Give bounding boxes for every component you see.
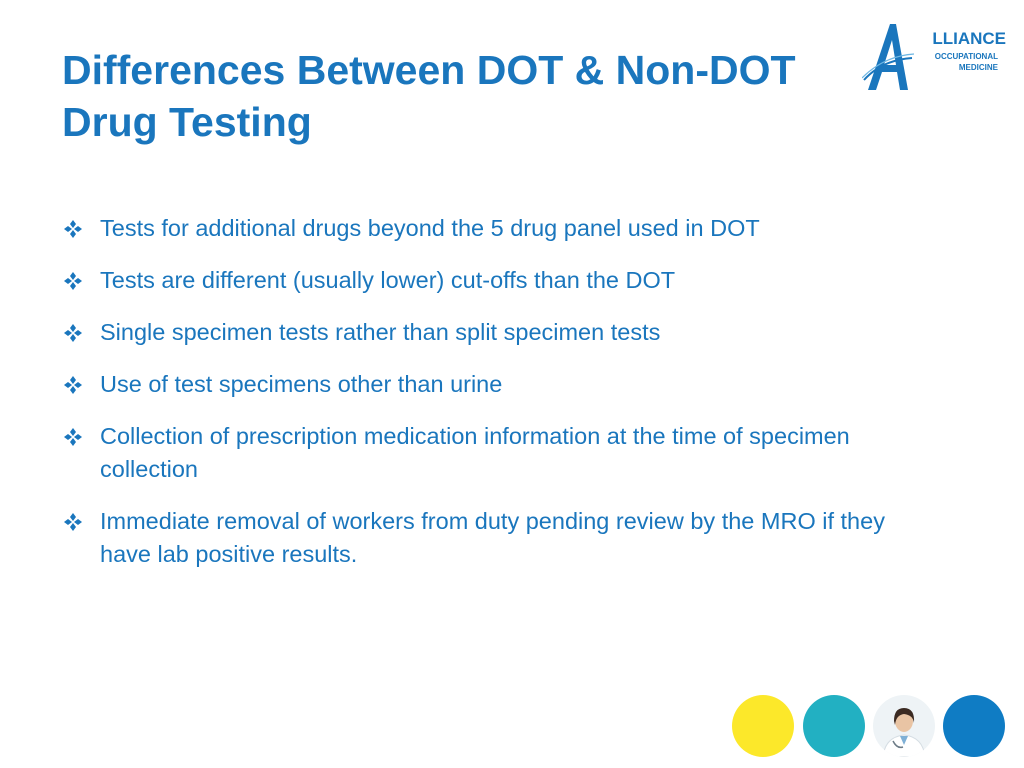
diamond-quad-icon bbox=[64, 420, 100, 453]
doctor-icon bbox=[873, 695, 935, 757]
bullet-text: Tests for additional drugs beyond the 5 … bbox=[100, 215, 760, 241]
bullet-item: Tests are different (usually lower) cut-… bbox=[64, 264, 924, 297]
logo-subtitle-medicine: MEDICINE bbox=[958, 63, 998, 72]
bullet-text: Tests are different (usually lower) cut-… bbox=[100, 267, 676, 293]
diamond-quad-icon bbox=[64, 316, 100, 349]
doctor-photo-circle bbox=[873, 695, 935, 757]
bullet-item: Immediate removal of workers from duty p… bbox=[64, 505, 924, 571]
blue-circle bbox=[943, 695, 1005, 757]
logo-wordmark: LLIANCE bbox=[932, 29, 1006, 48]
alliance-a-icon bbox=[862, 24, 915, 90]
logo-subtitle-occupational: OCCUPATIONAL bbox=[934, 52, 998, 61]
bullet-list: Tests for additional drugs beyond the 5 … bbox=[64, 212, 924, 590]
bullet-item: Use of test specimens other than urine bbox=[64, 368, 924, 401]
bullet-item: Collection of prescription medication in… bbox=[64, 420, 924, 486]
yellow-circle bbox=[732, 695, 794, 757]
bullet-text: Single specimen tests rather than split … bbox=[100, 319, 661, 345]
slide-title: Differences Between DOT & Non-DOT Drug T… bbox=[62, 44, 882, 148]
diamond-quad-icon bbox=[64, 264, 100, 297]
diamond-quad-icon bbox=[64, 368, 100, 401]
diamond-quad-icon bbox=[64, 505, 100, 538]
bullet-text: Use of test specimens other than urine bbox=[100, 371, 503, 397]
bullet-item: Tests for additional drugs beyond the 5 … bbox=[64, 212, 924, 245]
diamond-quad-icon bbox=[64, 212, 100, 245]
title-line-2: Drug Testing bbox=[62, 99, 312, 145]
title-line-1: Differences Between DOT & Non-DOT bbox=[62, 47, 796, 93]
teal-circle bbox=[803, 695, 865, 757]
alliance-logo: LLIANCE OCCUPATIONAL MEDICINE bbox=[862, 20, 1012, 100]
bullet-item: Single specimen tests rather than split … bbox=[64, 316, 924, 349]
bullet-text: Immediate removal of workers from duty p… bbox=[100, 508, 885, 567]
bullet-text: Collection of prescription medication in… bbox=[100, 423, 850, 482]
